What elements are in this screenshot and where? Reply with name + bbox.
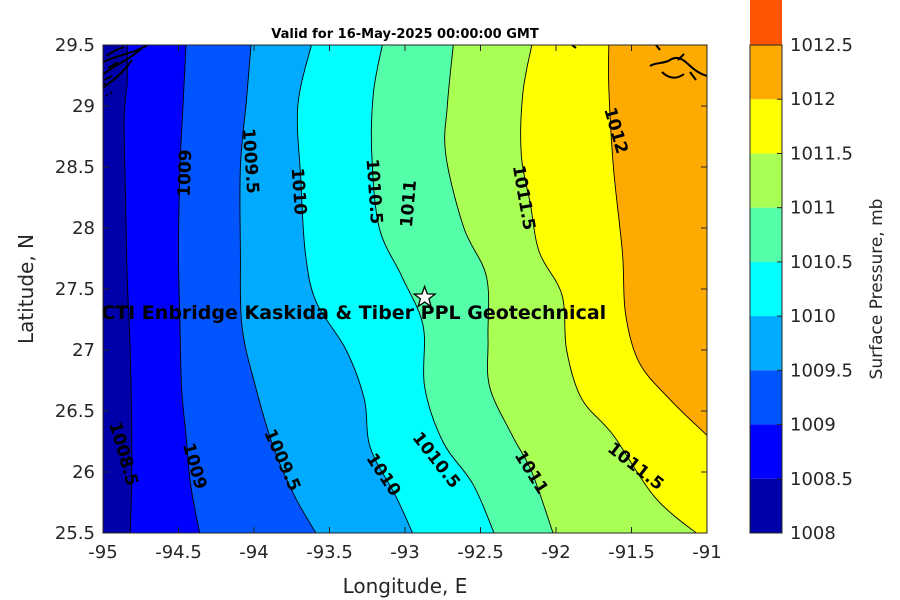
isobar-1012 — [608, 45, 707, 436]
colorbar-swatch-1008 — [750, 478, 782, 533]
chart-title: Valid for 16-May-2025 00:00:00 GMT — [271, 27, 539, 42]
colorbar-swatch-1008.5 — [750, 424, 782, 479]
colorbar-tick-label: 1008 — [790, 523, 836, 544]
contour-label: 1010 — [287, 167, 310, 216]
isobar-1008.5 — [123, 45, 133, 533]
coastline-segment — [103, 45, 149, 63]
colorbar-tick-label: 1010 — [790, 306, 836, 327]
colorbar-tick-label: 1010.5 — [790, 252, 853, 273]
coastline-segment — [103, 81, 113, 97]
site-annotation: CTI Enbridge Kaskida & Tiber PPL Geotech… — [101, 302, 606, 324]
contour-label: 1009 — [175, 149, 197, 197]
colorbar-swatch-1012 — [750, 45, 782, 100]
isobar-1010.5 — [370, 45, 495, 533]
isobar-1009.5 — [239, 45, 317, 533]
colorbar-tick-label: 1011.5 — [790, 143, 853, 164]
colorbar-swatch-1012.5 — [750, 0, 782, 45]
x-axis-label: Longitude, E — [343, 574, 468, 598]
contour-label: 1011 — [397, 179, 421, 228]
contour-label: 1009.5 — [238, 128, 263, 195]
colorbar-tick-label: 1012.5 — [790, 35, 853, 56]
x-tick-label: -94 — [239, 542, 268, 563]
y-tick-label: 27 — [72, 340, 95, 361]
coastline-segment — [103, 59, 133, 89]
colorbar-swatch-1010 — [750, 261, 782, 317]
colorbar-swatch-1010.5 — [750, 207, 782, 262]
isobar-lines — [123, 45, 707, 533]
y-axis-label: Latitude, N — [14, 234, 38, 344]
colorbar-swatch-1011.5 — [750, 99, 782, 154]
coastline-segment — [661, 53, 697, 81]
isobar-1011 — [444, 45, 554, 533]
y-tick-label: 29 — [72, 96, 95, 117]
pressure-fills — [103, 45, 707, 533]
x-axis: -95 -94.5 -94 -93.5 -93 -92.5 -92 -91.5 -91 — [88, 45, 722, 563]
x-tick-label: -93 — [390, 542, 419, 563]
x-tick-label: -92 — [541, 542, 570, 563]
colorbar-tick-label: 1009.5 — [790, 360, 853, 381]
colorbar-tick-label: 1009 — [790, 415, 836, 436]
y-tick-label: 29.5 — [55, 35, 95, 56]
coastline-segment — [103, 46, 125, 81]
colorbar-swatch-1011 — [750, 153, 782, 208]
colorbar-swatch-1009 — [750, 370, 782, 425]
x-tick-label: -93.5 — [306, 542, 353, 563]
site-star-marker — [412, 284, 437, 308]
y-axis: 25.5 26 26.5 27 27.5 28 28.5 29 29.5 — [55, 35, 707, 544]
x-tick-label: -95 — [88, 542, 117, 563]
annotations: CTI Enbridge Kaskida & Tiber PPL Geotech… — [101, 284, 606, 324]
y-tick-label: 28 — [72, 218, 95, 239]
y-tick-label: 26 — [72, 462, 95, 483]
band-fill-1012 — [608, 45, 707, 436]
colorbar-tick-label: 1012 — [790, 89, 836, 110]
colorbar-frame — [749, 44, 783, 534]
contour-label: 1010.5 — [362, 158, 387, 225]
y-tick-label: 25.5 — [55, 523, 95, 544]
colorbar: 1008 1008.5 1009 1009.5 1010 1010.5 1011 1011.5… — [749, 0, 853, 544]
colorbar-swatch-1009.5 — [750, 316, 782, 371]
x-tick-label: -92.5 — [457, 542, 504, 563]
y-tick-label: 27.5 — [55, 279, 95, 300]
isobar-1009 — [178, 45, 201, 533]
y-tick-label: 28.5 — [55, 157, 95, 178]
isobar-1011.5 — [520, 45, 698, 533]
coastline-segment — [103, 47, 143, 75]
x-tick-label: -94.5 — [155, 542, 202, 563]
isobar-1010 — [296, 45, 413, 533]
colorbar-tick-label: 1011 — [790, 198, 836, 219]
coastline — [103, 45, 707, 97]
x-tick-label: -91 — [692, 542, 721, 563]
colorbar-tick-label: 1008.5 — [790, 469, 853, 490]
y-tick-label: 26.5 — [55, 401, 95, 422]
x-tick-label: -91.5 — [608, 542, 655, 563]
colorbar-label: Surface Pressure, mb — [867, 199, 887, 380]
